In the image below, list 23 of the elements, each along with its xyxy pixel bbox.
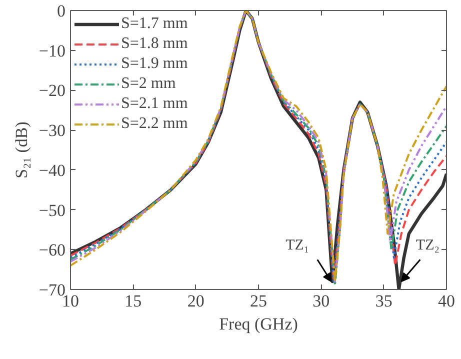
legend-label: S=1.9 mm — [121, 55, 188, 73]
legend-label: S=2 mm — [121, 75, 176, 93]
x-tick-label: 40 — [438, 292, 455, 310]
x-tick-label: 35 — [375, 292, 392, 310]
x-tick-label: 30 — [312, 292, 330, 310]
y-tick-label: −60 — [38, 240, 66, 260]
x-tick-label: 15 — [124, 292, 142, 310]
y-axis-title: S₂₁ (dB) — [12, 122, 31, 178]
y-tick-label: −40 — [38, 160, 66, 180]
y-tick-label: −20 — [38, 81, 66, 100]
x-axis-title: Freq (GHz) — [219, 314, 298, 334]
legend-label: S=1.7 mm — [121, 15, 188, 33]
legend-label: S=2.1 mm — [121, 95, 188, 113]
x-tick-label: 20 — [187, 292, 204, 310]
y-tick-label: −50 — [38, 200, 66, 220]
legend-label: S=1.8 mm — [121, 35, 188, 53]
y-tick-label: 0 — [57, 2, 66, 20]
legend-label: S=2.2 mm — [121, 115, 188, 133]
annotation: TZ₁ — [286, 238, 310, 254]
annotation: TZ₂ — [416, 238, 440, 254]
y-tick-label: −10 — [38, 41, 66, 60]
x-tick-label: 25 — [250, 292, 267, 310]
y-tick-label: −30 — [38, 121, 66, 140]
